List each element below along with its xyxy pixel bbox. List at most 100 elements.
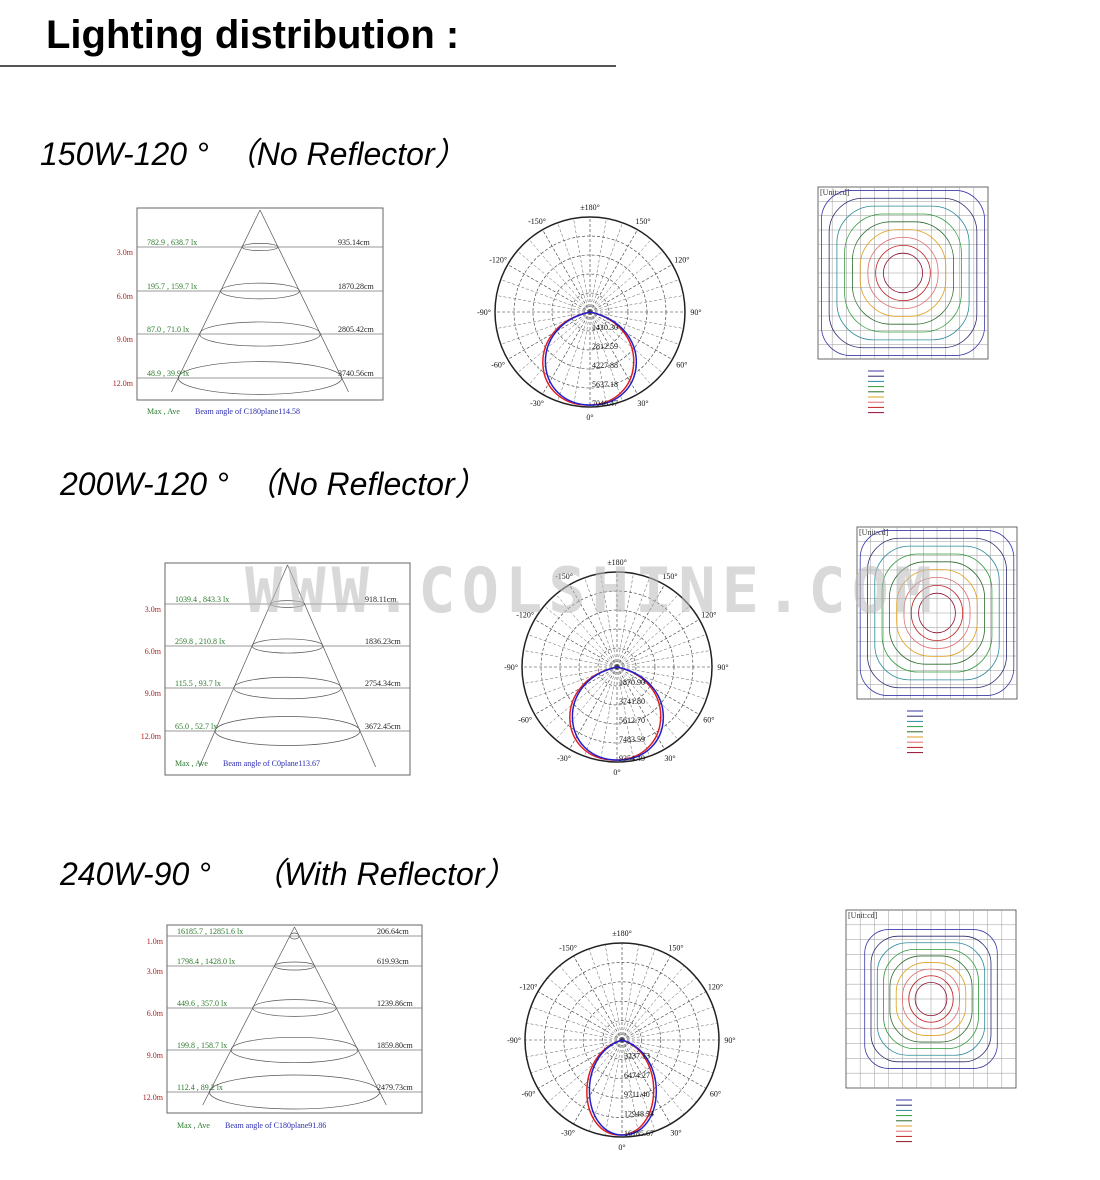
angle-label: ±180° (607, 558, 627, 567)
lux-label: 48.9 , 39.9 lx (147, 369, 189, 378)
angle-label: 150° (662, 572, 677, 581)
polar-spoke (616, 666, 679, 740)
isolux-contour (852, 221, 954, 325)
beam-angle: Beam angle of C180plane91.86 (225, 1121, 326, 1130)
diameter-label: 1870.28cm (338, 282, 375, 291)
cone-frame (136, 207, 384, 401)
polar-spoke (621, 948, 656, 1041)
polar-spoke (616, 584, 665, 668)
isolux-contour (870, 935, 992, 1063)
isolux-contour (836, 205, 970, 341)
isolux-contour (874, 545, 1000, 681)
legend-label: Max , Ave (175, 759, 208, 768)
polar-spoke (589, 279, 680, 313)
legend-label: Max , Ave (147, 407, 180, 416)
isolux-contour (867, 537, 1007, 689)
polar-value: 7483.59 (619, 735, 645, 744)
polar-spoke (621, 944, 640, 1041)
isolux-contour (903, 577, 971, 649)
isolux-contour (867, 237, 939, 309)
polar-spoke (621, 1039, 697, 1103)
polar-outline (521, 571, 713, 763)
polar-spoke (496, 295, 591, 313)
angle-label: 30° (664, 754, 675, 763)
angle-label: -120° (516, 611, 534, 620)
polar-spoke (530, 1039, 623, 1074)
lux-label: 782.9 , 638.7 lx (147, 238, 197, 247)
polar-spoke (616, 619, 700, 668)
isolux-contour (864, 929, 998, 1069)
cone-edge (198, 564, 288, 768)
height-label: 6.0m (117, 292, 134, 301)
lux-label: 449.6 , 357.0 lx (177, 999, 227, 1008)
isolux-contour (883, 948, 979, 1050)
cone-edge (171, 209, 261, 393)
angle-label: -60° (518, 716, 532, 725)
isolux-contour (914, 981, 948, 1017)
polar-spoke (589, 250, 663, 313)
angle-label: 120° (674, 256, 689, 265)
polar-value: 1870.90 (619, 678, 645, 687)
polar-spoke (616, 577, 650, 668)
polar-spoke (621, 1039, 671, 1125)
height-label: 6.0m (147, 1009, 164, 1018)
angle-label: -90° (507, 1036, 521, 1045)
height-label: 9.0m (145, 689, 162, 698)
polar-spoke (589, 218, 607, 313)
beam-ellipse (241, 243, 279, 251)
angle-label: 150° (635, 217, 650, 226)
intensity-curve (588, 1039, 658, 1136)
polar-ring (582, 1000, 662, 1080)
diameter-label: 918.11cm (365, 595, 397, 604)
beam-ellipse (233, 676, 342, 700)
polar-spoke (616, 666, 634, 761)
beam-ellipse (274, 961, 315, 971)
polar-spoke (589, 295, 684, 313)
polar-spoke (573, 955, 623, 1041)
polar-outline (494, 216, 686, 408)
polar-spoke (616, 650, 711, 668)
angle-label: -120° (489, 256, 507, 265)
beam-ellipse (230, 1036, 359, 1064)
angle-label: -30° (530, 399, 544, 408)
beam-ellipse (209, 1074, 380, 1110)
polar-spoke (616, 666, 665, 750)
isolux-contour (844, 213, 962, 333)
polar-spoke (569, 666, 618, 750)
lux-label: 195.7 , 159.7 lx (147, 282, 197, 291)
polar-spoke (542, 229, 591, 313)
lux-label: 1798.4 , 1428.0 lx (177, 957, 235, 966)
angle-label: -90° (477, 308, 491, 317)
polar-spoke (621, 965, 685, 1041)
angle-label: 120° (708, 983, 723, 992)
polar-value: 5637.18 (592, 380, 618, 389)
beam-angle: Beam angle of C0plane113.67 (223, 759, 320, 768)
polar-spoke (544, 605, 618, 668)
polar-spoke (547, 977, 623, 1041)
polar-value: 9711.40 (624, 1090, 650, 1099)
polar-ring (597, 647, 637, 687)
height-label: 9.0m (117, 335, 134, 344)
polar-spoke (600, 573, 618, 668)
polar-value: 5612.70 (619, 716, 645, 725)
diameter-label: 206.64cm (377, 927, 410, 936)
isolux-contour (875, 244, 931, 302)
angle-label: -150° (528, 217, 546, 226)
polar-value: 1410.30 (592, 323, 618, 332)
angle-label: 150° (668, 943, 683, 952)
beam-angle: Beam angle of C180plane114.58 (195, 407, 300, 416)
polar-spoke (621, 1022, 718, 1041)
cone-edge (202, 926, 295, 1106)
angle-label: -30° (557, 754, 571, 763)
polar-spoke (530, 1006, 623, 1041)
polar-spoke (528, 239, 591, 313)
angle-label: -90° (504, 663, 518, 672)
polar-spoke (537, 991, 623, 1041)
legend-label: Max , Ave (177, 1121, 210, 1130)
polar-spoke (616, 666, 690, 729)
intensity-curve (544, 311, 637, 406)
beam-ellipse (289, 932, 300, 940)
beam-ellipse (220, 282, 300, 300)
isolux-contour (881, 553, 993, 673)
